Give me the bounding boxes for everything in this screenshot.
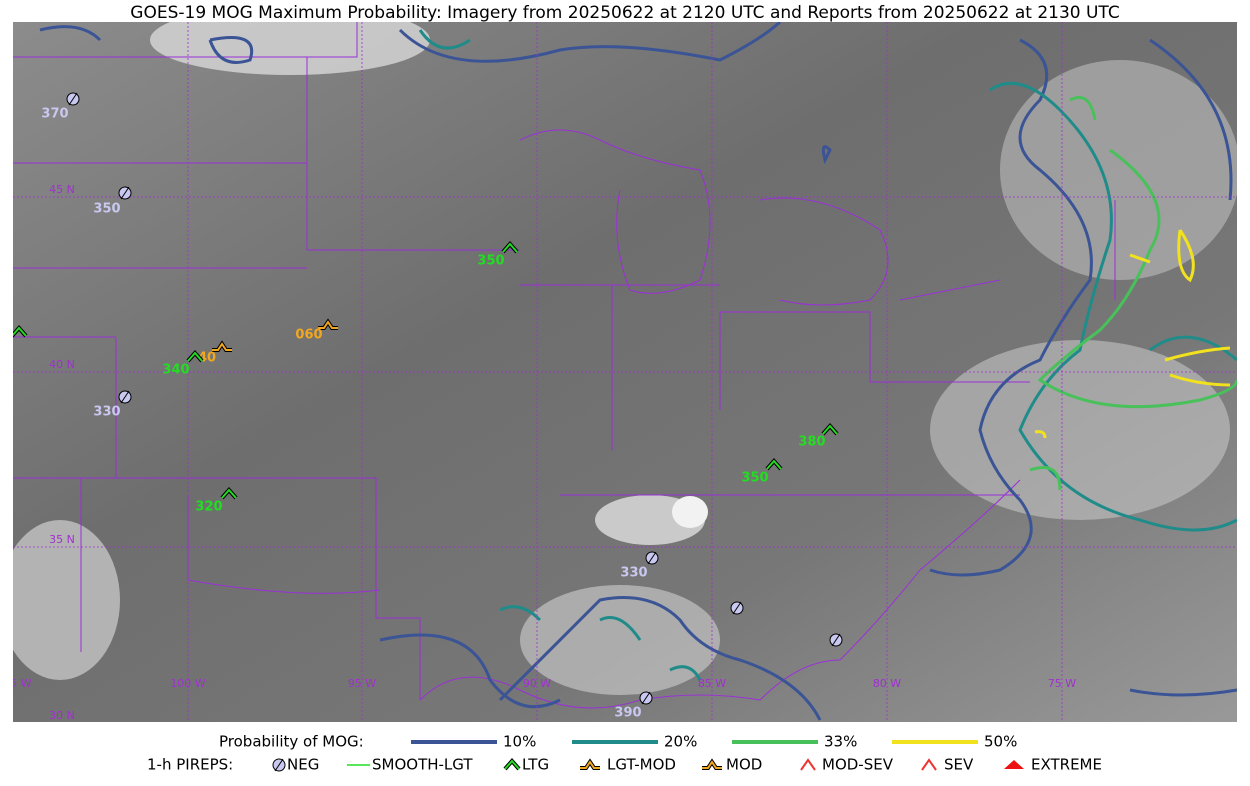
legend-label: LGT-MOD — [607, 756, 676, 774]
pirep: 350 — [477, 240, 519, 269]
pirep-altitude: 350 — [741, 471, 768, 486]
mod-icon — [580, 760, 600, 769]
pirep-altitude: 380 — [798, 435, 825, 450]
pirep: 340 — [162, 349, 204, 378]
pirep-reports: 370 350 350 060 40 340 30 330 320 380 350 330 390 — [0, 92, 839, 721]
legend-label: 20% — [664, 733, 697, 751]
lat-label: 40 N — [49, 358, 75, 371]
ltg-icon — [187, 351, 203, 362]
pirep: 380 — [798, 422, 839, 450]
title: GOES-19 MOG Maximum Probability: Imagery… — [130, 3, 1119, 23]
pirep: 350 — [741, 457, 783, 486]
pirep-altitude: 060 — [295, 328, 322, 343]
legend-label: MOD-SEV — [822, 756, 894, 774]
pirep-altitude: 320 — [195, 500, 222, 515]
ltg-icon — [221, 488, 237, 499]
mod-icon — [212, 342, 232, 351]
legend-label: 10% — [503, 733, 536, 751]
pirep: 350 — [93, 186, 132, 217]
pirep-altitude: 40 — [198, 351, 216, 366]
pirep-altitude: 370 — [41, 107, 68, 122]
pirep: 330 — [93, 390, 132, 420]
grid-labels: 45 N 40 N 35 N 30 N 105 W 100 W 95 W 90 W 85 W 80… — [0, 183, 1076, 722]
sev-icon — [921, 758, 937, 771]
map: 370 350 350 060 40 340 30 330 320 380 350 330 390 45… — [0, 22, 1237, 722]
legend-title: Probability of MOG: — [219, 733, 364, 751]
neg-icon-slash — [647, 551, 657, 565]
ltg-icon — [504, 759, 520, 770]
lat-label: 35 N — [49, 533, 75, 546]
legend-label: 50% — [984, 733, 1017, 751]
legend: Probability of MOG: 1-h PIREPS: 10% 20% 33… — [147, 733, 1102, 774]
pirep-altitude: 340 — [162, 363, 189, 378]
legend-label: MOD — [726, 756, 762, 774]
lon-label: 95 W — [348, 677, 376, 690]
pirep-altitude: 30 — [0, 338, 13, 353]
ltg-icon — [502, 242, 518, 253]
pirep: 320 — [195, 486, 238, 515]
lon-label: 100 W — [170, 677, 205, 690]
pirep: 30 — [0, 324, 28, 353]
pirep-altitude: 350 — [477, 254, 504, 269]
neg-icon-slash — [120, 390, 130, 404]
ltg-icon — [822, 424, 838, 435]
neg-icon-slash — [120, 186, 130, 200]
ltg-icon — [766, 459, 782, 470]
lon-label: 80 W — [873, 677, 901, 690]
pirep: 390 — [614, 691, 653, 721]
legend-label: NEG — [287, 756, 319, 774]
legend-label: 33% — [824, 733, 857, 751]
mod-icon — [702, 760, 722, 769]
ltg-icon — [13, 326, 27, 337]
lat-label: 45 N — [49, 183, 75, 196]
pirep: 370 — [41, 92, 80, 122]
pirep: 40 — [198, 340, 232, 366]
lon-label: 85 W — [698, 677, 726, 690]
legend-label: SEV — [944, 756, 974, 774]
mod-icon — [318, 320, 338, 329]
neg-icon-slash — [68, 92, 78, 106]
pirep-altitude: 330 — [93, 405, 120, 420]
pirep-altitude: 350 — [93, 202, 120, 217]
legend-icon — [1004, 760, 1024, 769]
pirep: 060 — [295, 318, 338, 343]
unlabeled-neg-icons — [730, 601, 843, 647]
legend-title: 1-h PIREPS: — [147, 756, 233, 774]
graticule — [13, 22, 1237, 722]
pirep-altitude: 390 — [614, 706, 641, 721]
neg-icon-slash — [274, 758, 284, 772]
neg-icon-slash — [641, 691, 651, 705]
legend-label: EXTREME — [1031, 756, 1102, 774]
lon-label: 90 W — [523, 677, 551, 690]
legend-label: SMOOTH-LGT — [372, 756, 473, 774]
pirep-altitude: 330 — [620, 566, 647, 581]
legend-label: LTG — [522, 756, 549, 774]
lon-label: 75 W — [1048, 677, 1076, 690]
lat-label: 30 N — [49, 709, 75, 722]
lon-label: 105 W — [0, 677, 32, 690]
sev-icon — [800, 758, 816, 771]
pirep: 330 — [620, 551, 659, 581]
